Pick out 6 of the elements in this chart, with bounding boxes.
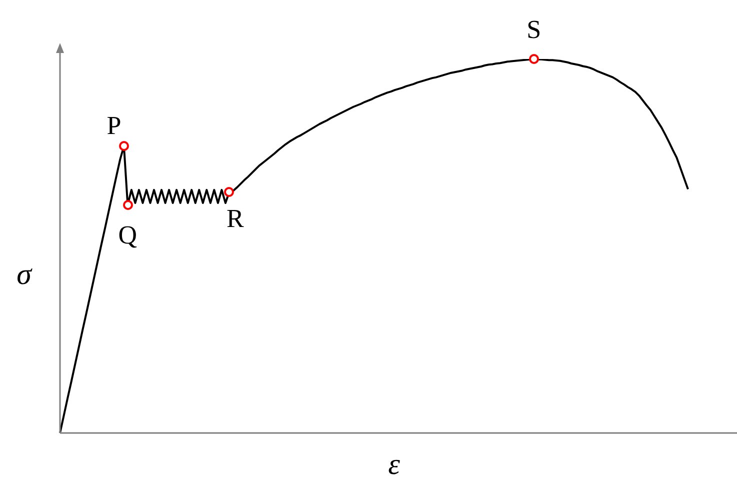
x-axis-title: ε bbox=[388, 448, 400, 481]
annotation: S bbox=[526, 14, 542, 44]
annotation: P bbox=[106, 110, 122, 140]
y-axis-title: σ bbox=[16, 258, 33, 291]
annotation: Q bbox=[118, 220, 138, 250]
annotation: R bbox=[226, 204, 245, 233]
